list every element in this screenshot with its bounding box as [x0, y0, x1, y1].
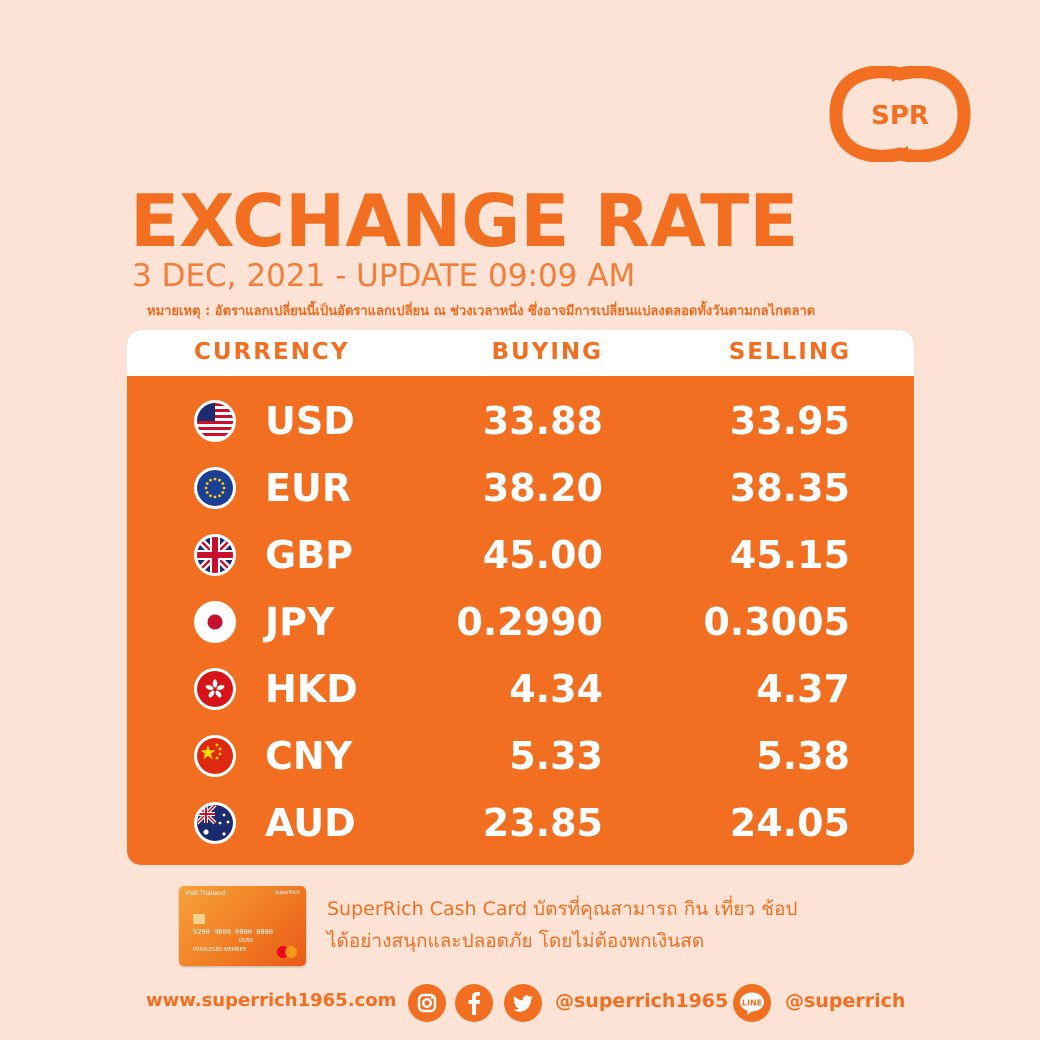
- buying-rate: 5.33: [509, 734, 603, 778]
- selling-rate: 0.3005: [703, 600, 850, 644]
- cn-flag-icon: [194, 735, 236, 777]
- us-flag-icon: [194, 400, 236, 442]
- buying-rate: 23.85: [482, 801, 603, 845]
- card-number: 5290 9600 0000 0000: [193, 928, 274, 936]
- currency-code: GBP: [265, 533, 354, 577]
- header-selling: SELLING: [728, 339, 851, 365]
- currency-code: AUD: [265, 801, 356, 845]
- selling-rate: 45.15: [729, 533, 850, 577]
- table-header: CURRENCY BUYING SELLING: [127, 330, 914, 376]
- au-flag-icon: [194, 802, 236, 844]
- buying-rate: 4.34: [509, 667, 603, 711]
- promo-line-2: ได้อย่างสนุกและปลอดภัย โดยไม่ต้องพกเงินส…: [327, 930, 705, 952]
- selling-rate: 4.37: [756, 667, 850, 711]
- header-buying: BUYING: [491, 339, 603, 365]
- selling-rate: 38.35: [729, 466, 850, 510]
- currency-code: HKD: [265, 667, 358, 711]
- update-timestamp: 3 DEC, 2021 - UPDATE 09:09 AM: [132, 258, 636, 294]
- table-row: CNY 5.33 5.38: [127, 723, 914, 789]
- table-row: USD 33.88 33.95: [127, 388, 914, 454]
- disclaimer-note: หมายเหตุ : อัตราแลกเปลี่ยนนี้เป็นอัตราแล…: [147, 304, 816, 319]
- exchange-rate-table: CURRENCY BUYING SELLING USD 33.88 33.95: [127, 330, 914, 865]
- eu-flag-icon: [194, 467, 236, 509]
- table-row: GBP 45.00 45.15: [127, 522, 914, 588]
- instagram-icon[interactable]: [408, 984, 446, 1022]
- promo-text: SuperRich Cash Card บัตรที่คุณสามารถ กิน…: [327, 893, 797, 957]
- table-row: AUD 23.85 24.05: [127, 790, 914, 856]
- buying-rate: 33.88: [482, 399, 603, 443]
- hk-flag-icon: [194, 668, 236, 710]
- website-link[interactable]: www.superrich1965.com: [146, 990, 397, 1011]
- card-member: PRIVILEGED MEMBER: [193, 947, 247, 953]
- table-row: HKD 4.34 4.37: [127, 656, 914, 722]
- selling-rate: 5.38: [756, 734, 850, 778]
- facebook-icon[interactable]: [455, 984, 493, 1022]
- table-row: JPY 0.2990 0.3005: [127, 589, 914, 655]
- card-chip-icon: [193, 914, 205, 924]
- spr-logo: SPR: [826, 65, 974, 163]
- cash-card-image: Visit Thailand SuperRich 5290 9600 0000 …: [179, 886, 306, 966]
- header-currency: CURRENCY: [194, 339, 350, 365]
- card-brand: SuperRich: [274, 890, 300, 896]
- buying-rate: 45.00: [482, 533, 603, 577]
- card-expiry: 05/95: [239, 938, 254, 944]
- currency-code: CNY: [265, 734, 353, 778]
- table-row: EUR 38.20 38.35: [127, 455, 914, 521]
- currency-code: EUR: [265, 466, 352, 510]
- card-top-text: Visit Thailand: [185, 890, 226, 897]
- currency-code: JPY: [265, 600, 335, 644]
- jp-flag-icon: [194, 601, 236, 643]
- selling-rate: 24.05: [729, 801, 850, 845]
- mastercard-icon: [276, 944, 298, 958]
- currency-code: USD: [265, 399, 355, 443]
- line-handle[interactable]: @superrich: [785, 990, 906, 1012]
- promo-line-1: SuperRich Cash Card บัตรที่คุณสามารถ กิน…: [327, 898, 798, 920]
- logo-text: SPR: [871, 101, 929, 131]
- selling-rate: 33.95: [729, 399, 850, 443]
- line-icon[interactable]: LINE: [733, 984, 771, 1022]
- page-title: EXCHANGE RATE: [130, 179, 799, 263]
- buying-rate: 0.2990: [456, 600, 603, 644]
- buying-rate: 38.20: [482, 466, 603, 510]
- twitter-icon[interactable]: [504, 984, 542, 1022]
- uk-flag-icon: [194, 534, 236, 576]
- svg-text:LINE: LINE: [742, 999, 762, 1008]
- social-handle[interactable]: @superrich1965: [555, 990, 729, 1012]
